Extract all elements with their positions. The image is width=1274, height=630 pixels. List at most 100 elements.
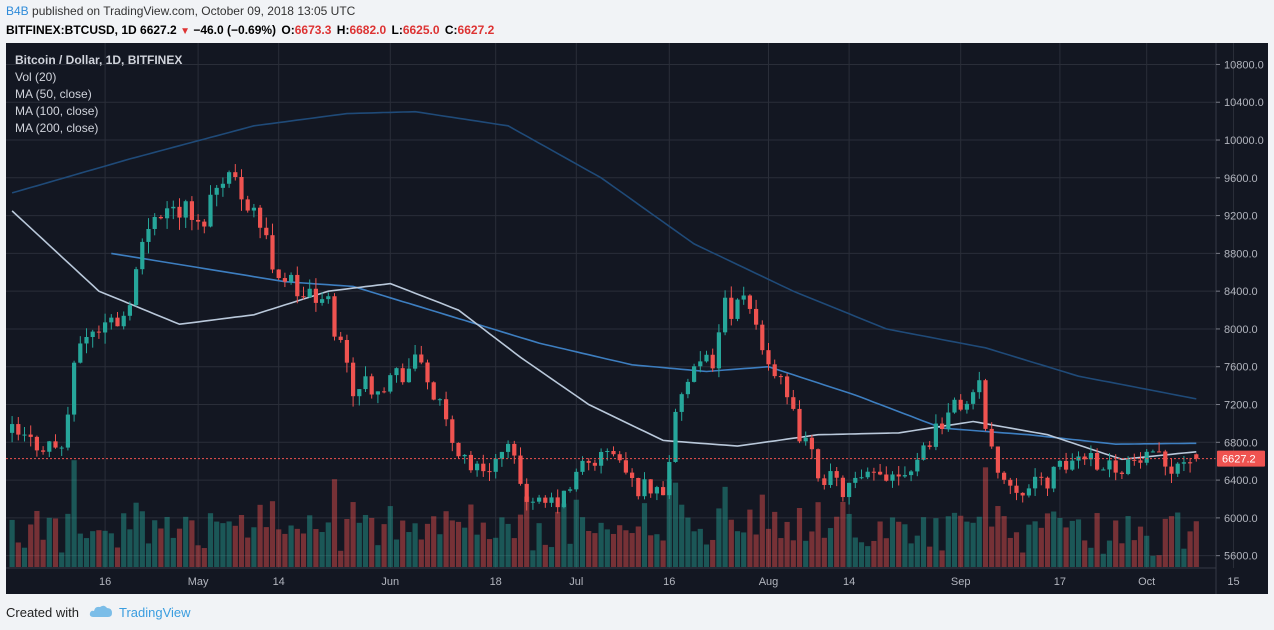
candle bbox=[475, 461, 480, 477]
moving-averages bbox=[11, 110, 1197, 461]
volume-bar bbox=[1026, 524, 1032, 567]
volume-bar bbox=[152, 520, 158, 567]
price-chart[interactable]: 10800.0 10400.0 10000.0 9600.0 9200.0 8800.0 8… bbox=[6, 43, 1268, 594]
volume-bars bbox=[9, 460, 1199, 567]
volume-bar bbox=[114, 547, 121, 567]
high-value: 6682.0 bbox=[349, 23, 387, 37]
volume-bar bbox=[1113, 520, 1119, 567]
candle bbox=[871, 467, 876, 481]
candle bbox=[537, 494, 542, 504]
volume-bar bbox=[703, 544, 710, 567]
volume-bar bbox=[958, 515, 964, 567]
candle bbox=[704, 350, 709, 363]
candle bbox=[766, 342, 771, 371]
candle bbox=[716, 324, 721, 378]
volume-bar bbox=[468, 504, 474, 567]
volume-bar bbox=[189, 520, 195, 567]
y-tick-label: 7200.0 bbox=[1224, 400, 1258, 412]
candle bbox=[754, 299, 759, 330]
quote-line: BITFINEX:BTCUSD, 1D 6627.2 ▼ −46.0 (−0.6… bbox=[6, 20, 1266, 40]
candle bbox=[1119, 470, 1124, 479]
volume-bar bbox=[52, 518, 59, 567]
volume-bar bbox=[976, 516, 982, 567]
volume-bar bbox=[1063, 527, 1069, 567]
volume-bar bbox=[815, 502, 821, 567]
volume-bar bbox=[400, 520, 406, 567]
y-tick-label: 6000.0 bbox=[1224, 513, 1258, 525]
candle bbox=[419, 345, 424, 365]
volume-bar bbox=[1038, 527, 1044, 567]
candle bbox=[456, 442, 461, 459]
candle bbox=[692, 363, 697, 383]
candle bbox=[121, 311, 126, 330]
published-text: published on TradingView.com, October 09… bbox=[32, 4, 356, 18]
candle bbox=[183, 199, 188, 228]
candle bbox=[326, 292, 331, 304]
candle bbox=[431, 381, 436, 401]
candle bbox=[847, 482, 852, 505]
candle bbox=[394, 367, 399, 383]
volume-bar bbox=[530, 550, 536, 567]
volume-bar bbox=[102, 530, 108, 567]
candle bbox=[258, 204, 263, 239]
chart-frame: 10800.0 10400.0 10000.0 9600.0 9200.0 8800.0 8… bbox=[6, 43, 1268, 594]
footer: Created with TradingView bbox=[6, 604, 191, 621]
volume-bar bbox=[871, 540, 877, 567]
volume-bar bbox=[1082, 540, 1088, 567]
candle bbox=[822, 474, 827, 490]
candle bbox=[574, 468, 579, 492]
volume-bar bbox=[672, 482, 679, 567]
candle bbox=[865, 467, 870, 480]
volume-bar bbox=[586, 530, 592, 567]
candle bbox=[72, 360, 77, 422]
tradingview-brand-link[interactable]: TradingView bbox=[118, 605, 191, 620]
volume-bar bbox=[356, 522, 362, 567]
candle bbox=[530, 497, 535, 510]
volume-bar bbox=[300, 533, 307, 567]
volume-bar bbox=[1106, 540, 1113, 567]
candle bbox=[227, 170, 232, 188]
candle bbox=[797, 400, 802, 444]
volume-bar bbox=[220, 523, 226, 567]
candle bbox=[276, 269, 281, 281]
candle bbox=[952, 397, 957, 414]
volume-bar bbox=[195, 545, 201, 567]
volume-bar bbox=[431, 516, 437, 567]
volume-bar bbox=[747, 509, 753, 567]
volume-bar bbox=[635, 526, 641, 567]
volume-bar bbox=[269, 501, 276, 567]
candle bbox=[16, 417, 21, 441]
candle bbox=[710, 348, 715, 372]
candle bbox=[115, 311, 120, 327]
candle bbox=[313, 278, 318, 312]
price-axis[interactable]: 10800.0 10400.0 10000.0 9600.0 9200.0 8800.0 8… bbox=[1215, 43, 1264, 594]
volume-bar bbox=[108, 533, 114, 567]
candle bbox=[1057, 460, 1062, 470]
volume-bar bbox=[877, 521, 883, 567]
candle bbox=[809, 434, 814, 459]
candle bbox=[1101, 467, 1106, 471]
volume-bar bbox=[610, 533, 617, 567]
volume-bar bbox=[1137, 526, 1144, 567]
candle bbox=[1014, 478, 1019, 501]
volume-bar bbox=[858, 542, 865, 567]
volume-bar bbox=[9, 519, 15, 567]
volume-bar bbox=[679, 504, 685, 567]
candle bbox=[630, 468, 635, 487]
x-tick-label: 15 bbox=[1227, 576, 1239, 588]
volume-bar bbox=[362, 514, 369, 567]
candle bbox=[524, 478, 529, 511]
candle bbox=[586, 458, 591, 471]
time-axis[interactable]: 16 May 14 Jun 18 Jul 16 Aug 14 Sep 17 Oct 15 bbox=[6, 567, 1240, 588]
candle bbox=[915, 452, 920, 477]
author-link[interactable]: B4B bbox=[6, 4, 29, 18]
x-tick-label: Jun bbox=[381, 576, 399, 588]
candle bbox=[580, 456, 585, 475]
candle bbox=[512, 440, 517, 464]
candle bbox=[251, 203, 256, 218]
volume-bar bbox=[474, 534, 480, 567]
candle bbox=[10, 416, 15, 443]
volume-bar bbox=[176, 528, 183, 567]
candle bbox=[543, 495, 548, 508]
candle bbox=[803, 431, 808, 446]
